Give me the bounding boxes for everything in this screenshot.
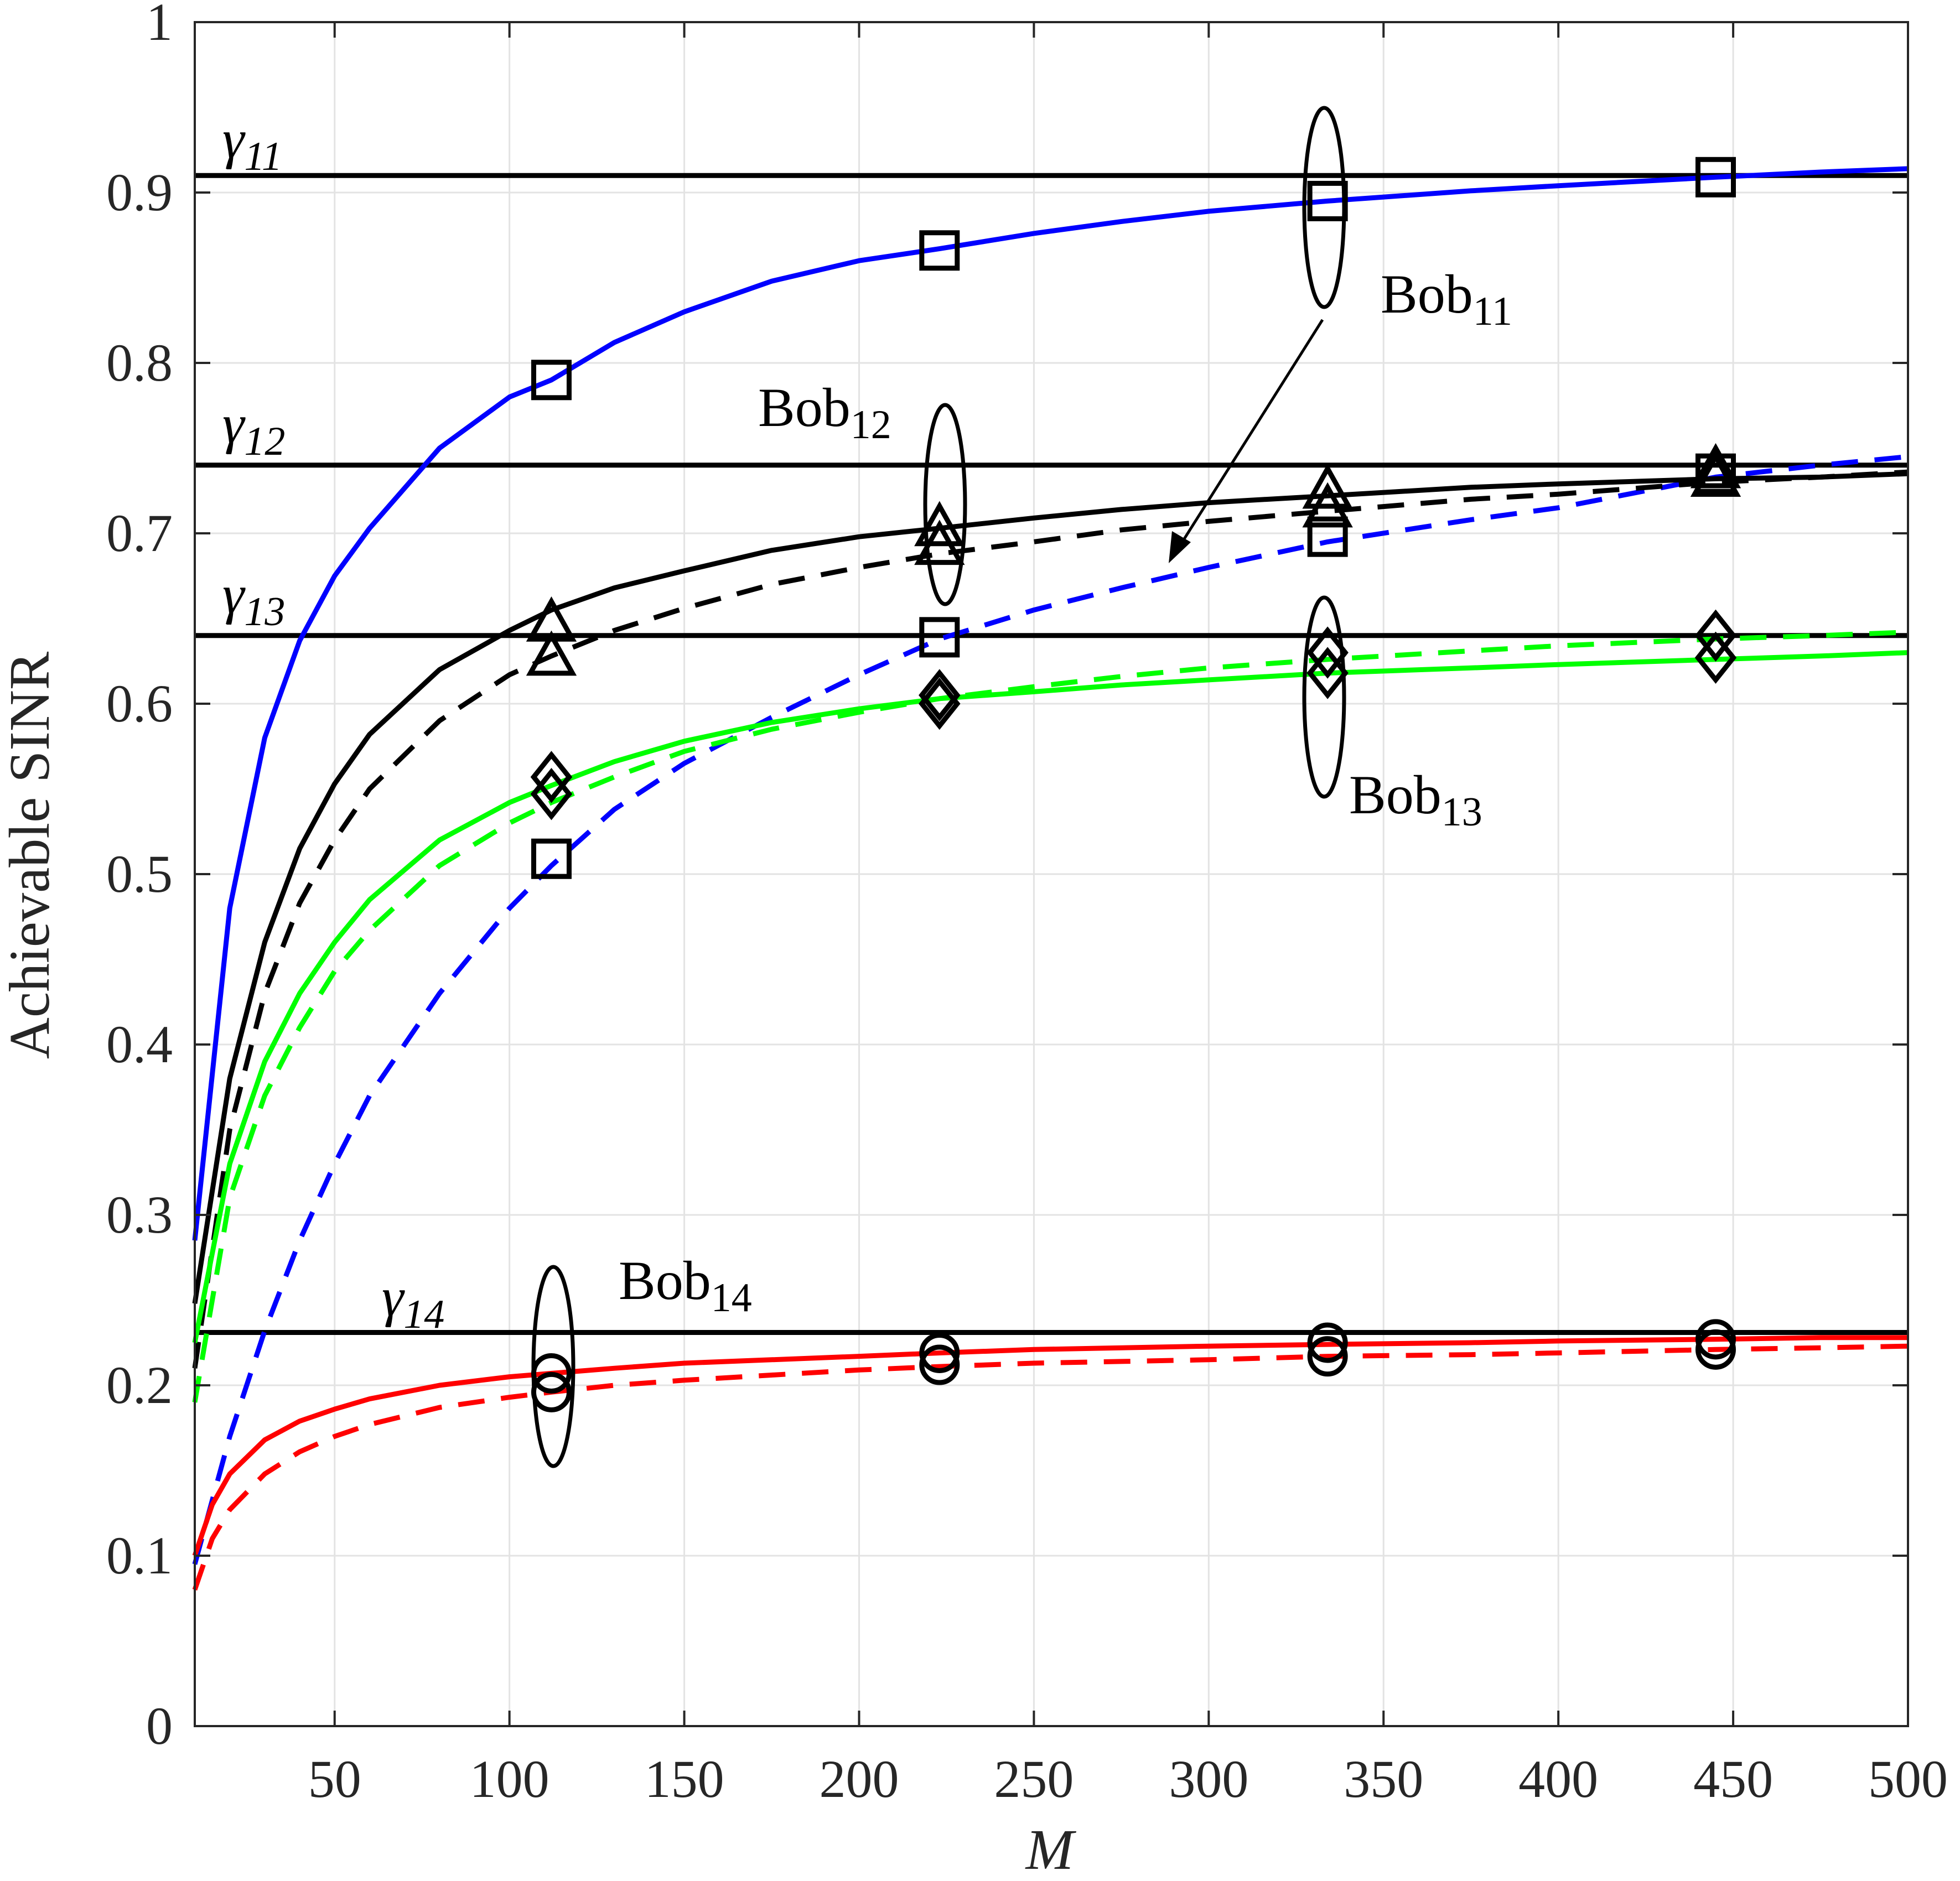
gamma-label-subscript: 14 — [403, 1292, 444, 1337]
diamond-marker — [919, 669, 961, 721]
circle-marker — [919, 1332, 960, 1373]
diamond-marker — [530, 768, 573, 820]
circle-marker — [1695, 1329, 1736, 1370]
square-marker — [919, 617, 960, 658]
y-tick-label: 0.5 — [106, 844, 173, 903]
y-tick-label: 0.6 — [106, 674, 173, 733]
circle-marker — [1307, 1322, 1348, 1363]
bob-label-subscript: 11 — [1473, 289, 1512, 334]
gamma-label: γ13 — [222, 564, 285, 635]
square-marker — [531, 838, 572, 879]
circle-marker — [919, 1344, 960, 1385]
series-lines — [192, 166, 1909, 1591]
series-line — [192, 454, 1909, 1565]
series-line — [192, 1343, 1909, 1591]
annotation-arrow-line — [1177, 319, 1324, 549]
threshold-lines — [195, 173, 1908, 1336]
group-ellipse — [531, 1265, 575, 1468]
x-tick-label: 500 — [1868, 1749, 1948, 1809]
x-axis-label: M — [1025, 1818, 1077, 1881]
gamma-label: γ11 — [222, 108, 282, 179]
series-line — [192, 630, 1909, 1403]
y-axis-label: Achievable SINR — [0, 651, 61, 1059]
x-tick-label: 300 — [1169, 1749, 1248, 1809]
gamma-label: γ12 — [222, 393, 285, 464]
series-line — [192, 471, 1909, 1304]
group-ellipse — [923, 403, 967, 606]
group-ellipses — [531, 106, 1346, 1468]
diamond-marker — [1306, 647, 1349, 699]
bob-label: Bob12 — [758, 377, 891, 448]
x-tick-label: 100 — [470, 1749, 549, 1809]
bob-label: Bob14 — [619, 1250, 752, 1321]
square-marker — [919, 230, 960, 271]
diamond-marker — [1694, 631, 1737, 684]
gamma-label-main: γ — [222, 564, 246, 625]
x-tick-label: 50 — [308, 1749, 361, 1809]
bob-label-main: Bob — [1349, 764, 1442, 825]
diamond-marker — [530, 751, 573, 803]
square-marker — [1695, 157, 1736, 198]
y-tick-label: 0.3 — [106, 1185, 173, 1244]
gamma-label-main: γ — [382, 1266, 405, 1328]
annotation-arrow-head — [1169, 531, 1191, 563]
triangle-marker — [1690, 443, 1741, 489]
y-tick-label: 0.4 — [106, 1015, 173, 1074]
y-tick-label: 0.1 — [106, 1526, 173, 1585]
group-ellipse — [1302, 595, 1346, 799]
series-line — [192, 469, 1909, 1369]
x-tick-label: 200 — [819, 1749, 899, 1809]
bob-label-main: Bob — [758, 377, 851, 438]
y-tick-label: 1 — [146, 0, 173, 51]
tick-labels: 50 100 150 200 250 300 350 400 450 500 0 0.1 0.2 0.3 0… — [106, 0, 1948, 1809]
series-line — [192, 650, 1909, 1343]
axes — [194, 21, 1909, 1727]
gamma-label-subscript: 13 — [244, 589, 285, 635]
circle-marker — [1695, 1319, 1736, 1360]
diamond-marker — [1694, 609, 1737, 662]
bob-label-main: Bob — [619, 1250, 711, 1311]
square-marker — [531, 360, 572, 401]
x-tick-label: 250 — [994, 1749, 1074, 1809]
bob-label-subscript: 13 — [1442, 789, 1482, 835]
triangle-marker — [914, 501, 965, 547]
y-tick-label: 0.9 — [106, 163, 173, 222]
triangle-marker — [914, 519, 965, 565]
y-tick-label: 0.2 — [106, 1355, 173, 1415]
gamma-label-subscript: 11 — [244, 134, 282, 179]
x-tick-label: 400 — [1518, 1749, 1598, 1809]
group-ellipse — [1302, 106, 1346, 309]
bob-label: Bob11 — [1381, 263, 1512, 334]
triangle-marker — [1302, 463, 1353, 509]
x-tick-label: 350 — [1344, 1749, 1423, 1809]
bob-label-subscript: 14 — [711, 1275, 752, 1321]
triangle-marker — [1302, 482, 1353, 528]
y-tick-label: 0.7 — [106, 503, 173, 563]
gamma-label: γ14 — [382, 1266, 444, 1337]
triangle-marker — [526, 630, 577, 676]
gamma-label-main: γ — [222, 393, 246, 455]
y-tick-label: 0.8 — [106, 333, 173, 392]
gamma-label-main: γ — [222, 108, 246, 170]
triangle-marker — [1690, 451, 1741, 497]
data-markers — [526, 157, 1741, 1412]
bob-label-subscript: 12 — [851, 402, 891, 448]
x-tick-label: 150 — [645, 1749, 724, 1809]
bob-label-main: Bob — [1381, 263, 1473, 325]
gamma-label-subscript: 12 — [244, 419, 285, 464]
diamond-marker — [919, 677, 961, 730]
x-tick-label: 450 — [1693, 1749, 1773, 1809]
series-line — [192, 1335, 1908, 1557]
y-tick-label: 0 — [146, 1696, 173, 1755]
bob-label: Bob13 — [1349, 764, 1482, 835]
square-marker — [1307, 516, 1348, 557]
circle-marker — [1307, 1336, 1348, 1377]
series-line — [192, 166, 1909, 1241]
